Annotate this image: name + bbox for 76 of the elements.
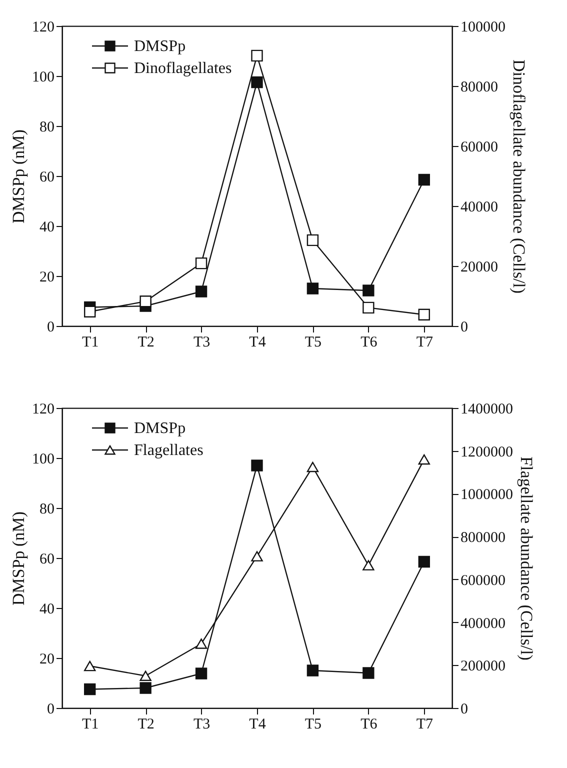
point bbox=[251, 551, 263, 562]
y-tick-label: 80 bbox=[40, 502, 54, 518]
y-tick-label: 20 bbox=[40, 270, 54, 286]
y2-tick-label: 1200000 bbox=[460, 444, 513, 460]
x-tick-label: T5 bbox=[304, 716, 322, 732]
x-tick-label: T7 bbox=[416, 716, 434, 732]
y2-tick-label: 1400000 bbox=[460, 402, 513, 418]
point bbox=[306, 234, 319, 246]
y-axis-title: DMSPp (nM) bbox=[9, 130, 28, 224]
point bbox=[251, 50, 263, 62]
point bbox=[306, 462, 319, 472]
y2-tick-label: 800000 bbox=[460, 530, 506, 546]
x-tick-label: T1 bbox=[82, 334, 99, 350]
y-tick-label: 120 bbox=[32, 20, 54, 36]
y-tick-label: 40 bbox=[40, 602, 54, 618]
y-tick-label: 0 bbox=[47, 320, 54, 336]
y2-tick-label: 20000 bbox=[460, 260, 498, 276]
legend-label: Dinoflagellates bbox=[134, 60, 232, 77]
y2-tick-label: 40000 bbox=[460, 200, 498, 216]
x-tick-label: T2 bbox=[138, 334, 154, 350]
point bbox=[418, 556, 430, 568]
point bbox=[362, 284, 374, 296]
point bbox=[306, 282, 319, 294]
y2-tick-label: 600000 bbox=[460, 572, 506, 589]
x-tick-label: T7 bbox=[416, 334, 434, 350]
y2-axis-title: Flagellate abundance (Cells/l) bbox=[517, 456, 536, 660]
y-axis-title: DMSPp (nM) bbox=[9, 512, 28, 606]
y2-tick-label: 60000 bbox=[460, 140, 498, 156]
point bbox=[362, 302, 374, 314]
y2-axis-title: Dinoflagellate abundance (Cells/l) bbox=[510, 59, 528, 294]
x-tick-label: T3 bbox=[193, 334, 210, 350]
y-tick-label: 120 bbox=[32, 402, 54, 418]
point bbox=[84, 683, 96, 696]
point bbox=[195, 638, 208, 649]
y-tick-label: 0 bbox=[47, 702, 54, 718]
point bbox=[140, 670, 152, 681]
legend-label: Flagellates bbox=[134, 442, 204, 459]
point bbox=[362, 667, 374, 679]
point bbox=[418, 454, 430, 465]
y-tick-label: 60 bbox=[40, 552, 54, 568]
point bbox=[195, 257, 208, 270]
point bbox=[306, 664, 319, 676]
y-tick-label: 100 bbox=[32, 70, 54, 86]
point bbox=[195, 286, 208, 298]
x-tick-label: T6 bbox=[360, 334, 378, 350]
legend-label: DMSPp bbox=[134, 420, 186, 437]
legend-label: DMSPp bbox=[134, 38, 186, 55]
y2-tick-label: 0 bbox=[460, 320, 468, 336]
y-tick-label: 40 bbox=[40, 220, 54, 236]
point bbox=[195, 668, 208, 680]
x-tick-label: T2 bbox=[138, 716, 154, 732]
y-tick-label: 60 bbox=[40, 170, 54, 186]
y-tick-label: 100 bbox=[32, 452, 54, 468]
x-tick-label: T4 bbox=[249, 716, 266, 732]
y2-tick-label: 400000 bbox=[460, 616, 506, 632]
y-tick-label: 80 bbox=[40, 120, 54, 136]
point bbox=[418, 174, 430, 186]
point bbox=[418, 308, 430, 320]
point bbox=[362, 560, 374, 570]
y2-tick-label: 100000 bbox=[460, 20, 506, 36]
x-tick-label: T1 bbox=[82, 716, 99, 732]
point bbox=[251, 460, 263, 472]
y2-tick-label: 1000000 bbox=[460, 487, 513, 504]
point bbox=[140, 296, 152, 308]
x-tick-label: T3 bbox=[193, 716, 210, 732]
x-tick-label: T4 bbox=[249, 334, 266, 350]
x-tick-label: T6 bbox=[360, 716, 378, 732]
point bbox=[251, 76, 263, 88]
y-tick-label: 20 bbox=[40, 652, 54, 668]
y2-tick-label: 0 bbox=[460, 702, 468, 718]
point bbox=[140, 682, 152, 694]
point bbox=[84, 306, 96, 318]
y2-tick-label: 200000 bbox=[460, 658, 506, 675]
x-tick-label: T5 bbox=[304, 334, 322, 350]
point bbox=[84, 660, 96, 672]
y2-tick-label: 80000 bbox=[460, 80, 498, 96]
